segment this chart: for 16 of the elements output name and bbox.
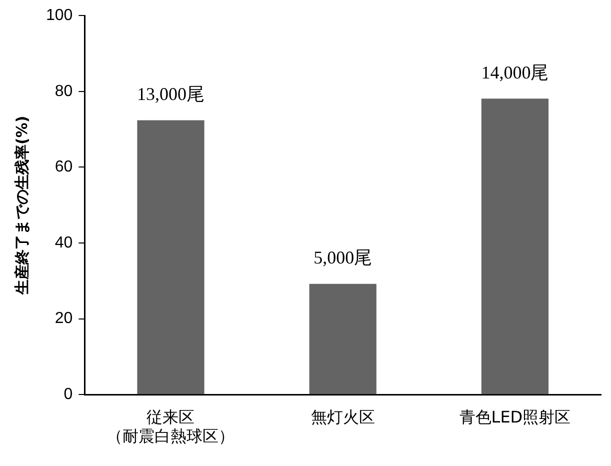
x-tick-label: 青色LED照射区 xyxy=(459,407,571,426)
bar xyxy=(309,284,376,394)
y-tick-label: 100 xyxy=(46,7,73,24)
y-tick-label: 40 xyxy=(54,234,73,252)
bar xyxy=(137,120,204,394)
y-axis-title: 生産終了までの生残率(%) xyxy=(12,116,31,296)
annotation: 5,000尾 xyxy=(314,248,372,268)
x-tick-label: 従来区（耐震白熱球区） xyxy=(106,407,235,446)
annotation: 13,000尾 xyxy=(136,84,204,104)
y-tick-label: 80 xyxy=(54,82,73,100)
y-tick-label: 20 xyxy=(54,310,73,328)
y-tick-label: 60 xyxy=(54,158,73,176)
annotation: 14,000尾 xyxy=(481,62,549,82)
y-tick-label: 0 xyxy=(64,386,73,404)
x-tick-label: 無灯火区 xyxy=(310,407,375,426)
bar xyxy=(481,98,549,394)
